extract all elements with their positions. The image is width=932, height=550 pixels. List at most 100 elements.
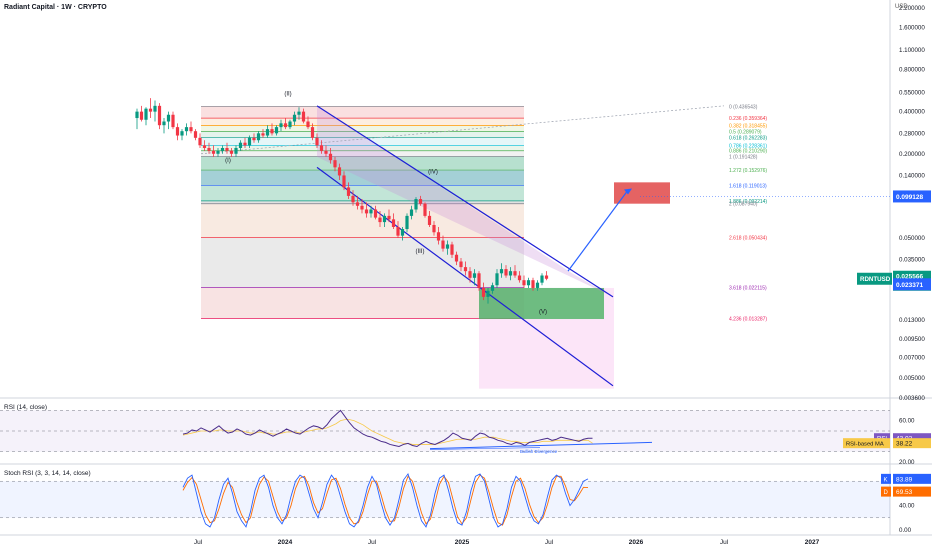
rsi-ma-name: RSI-based MA xyxy=(846,442,884,448)
candle-body xyxy=(207,147,211,151)
stoch-d-value-box xyxy=(893,486,931,497)
candle-body xyxy=(486,290,490,297)
candle-body xyxy=(216,150,220,154)
wave-label: (I) xyxy=(225,158,231,164)
candle-body xyxy=(274,127,279,134)
candle-body xyxy=(315,137,319,146)
price-tick-label: 0.050000 xyxy=(899,235,925,242)
fib-level-label: 2 (0.087940) xyxy=(729,202,758,208)
price-label-text: 0.023371 xyxy=(896,282,923,289)
fib-level-label: 2.618 (0.050434) xyxy=(729,236,767,242)
candle-body xyxy=(378,217,382,223)
candle-body xyxy=(468,271,472,278)
candle-body xyxy=(396,226,400,236)
rsi-ma-line xyxy=(182,419,593,445)
fib-band xyxy=(201,185,524,201)
fib-band xyxy=(201,118,524,126)
candle-body xyxy=(432,224,436,233)
fib-band xyxy=(201,156,524,171)
forecast-arrow-line xyxy=(567,189,629,272)
candle-body xyxy=(522,280,526,286)
candle-body xyxy=(526,280,531,286)
candle-body xyxy=(288,121,292,128)
stoch-k-value-box xyxy=(893,473,931,484)
candle-body xyxy=(162,121,166,126)
fib-level-label: 0.618 (0.262283) xyxy=(729,135,767,141)
price-tick-label: 0.009500 xyxy=(899,336,925,343)
time-tick-label: Jul xyxy=(720,539,729,546)
candle-body xyxy=(540,275,544,283)
stoch-k-name-box xyxy=(881,473,891,484)
candle-body xyxy=(544,275,549,279)
candle-body xyxy=(229,150,234,154)
candle-body xyxy=(423,203,427,216)
candle-body xyxy=(175,127,180,136)
candle-body xyxy=(373,209,378,218)
rsi-ma-value-box xyxy=(893,438,931,449)
stoch-rsi-title: Stoch RSI (3, 3, 14, 14, close) xyxy=(4,470,91,477)
candle-body xyxy=(166,114,171,122)
candle-body xyxy=(198,137,202,146)
candle-body xyxy=(310,127,315,138)
last-price-value: 0.025566 xyxy=(896,274,923,281)
fib-band xyxy=(201,287,524,319)
price-tick-label: 0.007000 xyxy=(899,355,925,362)
time-tick-label: Jul xyxy=(545,539,554,546)
stoch-d-line xyxy=(182,474,589,526)
candle-body xyxy=(495,273,499,286)
stoch-d-value: 69.53 xyxy=(896,489,913,496)
candle-body xyxy=(144,108,148,120)
stoch-tick-label: 40.00 xyxy=(899,503,915,510)
fib-band xyxy=(201,150,524,157)
time-tick-label: 2026 xyxy=(629,539,644,546)
candle-body xyxy=(351,195,355,203)
candle-body xyxy=(193,131,198,138)
candle-body xyxy=(454,254,459,262)
price-tick-label: 0.005000 xyxy=(899,375,925,382)
candle-body xyxy=(409,209,414,216)
time-tick-label: 2024 xyxy=(278,539,293,546)
candle-body xyxy=(171,114,175,128)
fib-level-label: 1.618 (0.119013) xyxy=(729,183,767,189)
fib-level-label: 3.618 (0.022115) xyxy=(729,286,767,292)
candle-body xyxy=(517,275,522,281)
candle-body xyxy=(463,267,468,272)
stoch-k-line xyxy=(182,472,589,528)
candle-body xyxy=(346,187,351,196)
candle-body xyxy=(189,127,193,132)
candle-body xyxy=(270,129,274,134)
forecast-arrow-head xyxy=(624,188,632,195)
price-label-box xyxy=(893,278,931,291)
candle-body xyxy=(135,111,139,119)
fib-level-label: 0.786 (0.228361) xyxy=(729,144,767,150)
candle-body xyxy=(504,269,508,276)
fib-level-label: 1.272 (0.152976) xyxy=(729,168,767,174)
candle-body xyxy=(499,269,504,274)
stoch-d-name-box xyxy=(881,486,891,497)
fib-level-label: 1 (0.191428) xyxy=(729,154,758,160)
candle-body xyxy=(153,105,157,112)
candle-body xyxy=(481,287,486,297)
divergence-label: Bullish Divergence xyxy=(520,449,558,454)
candle-body xyxy=(382,215,387,223)
time-tick-label: Jul xyxy=(194,539,203,546)
candle-body xyxy=(238,142,243,148)
candle-body xyxy=(256,133,261,141)
fib-band xyxy=(201,145,524,151)
candle-body xyxy=(234,147,238,154)
candle-body xyxy=(297,111,301,115)
candle-body xyxy=(490,285,495,291)
price-tick-label: 2.200000 xyxy=(899,5,925,12)
candle-body xyxy=(324,150,328,154)
fib-band xyxy=(201,170,524,186)
time-tick-label: 2025 xyxy=(455,539,470,546)
accumulation-box xyxy=(479,287,604,320)
candle-body xyxy=(405,215,409,230)
candle-body xyxy=(391,219,396,227)
fib-band xyxy=(201,237,524,288)
candle-body xyxy=(301,111,306,122)
candle-body xyxy=(202,145,207,148)
candle-body xyxy=(292,114,297,122)
candle-body xyxy=(508,271,513,276)
